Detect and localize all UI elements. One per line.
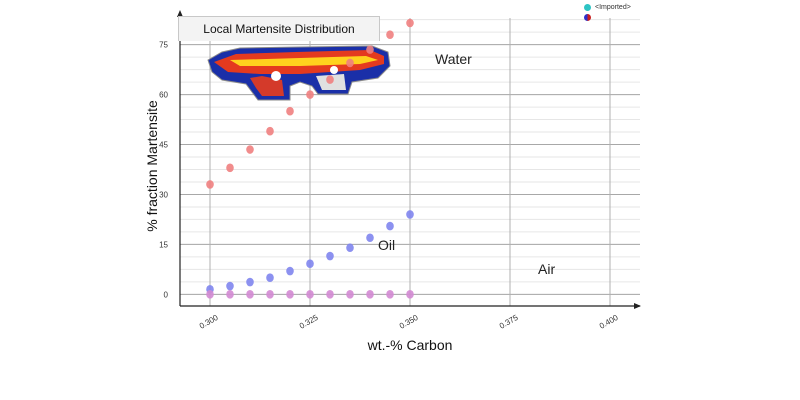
x-tick-label: 0.300 [198, 313, 220, 331]
y-tick-label: 60 [159, 91, 168, 100]
data-point-series-1 [346, 243, 354, 253]
y-tick-label: 15 [159, 240, 168, 249]
annotation-air: Air [538, 261, 555, 277]
data-point-series-2 [206, 290, 214, 299]
data-point-series-2 [406, 290, 414, 299]
martensite-distribution-thumbnail [207, 45, 391, 101]
y-tick-label: 0 [164, 290, 169, 299]
legend-swatch-cyan [584, 4, 591, 11]
legend-swatch-blue-red [584, 14, 591, 21]
data-point-series-1 [366, 233, 374, 243]
y-tick-label: 45 [159, 141, 168, 150]
y-axis-label: % fraction Martensite [144, 100, 160, 232]
y-axis-arrow [177, 10, 183, 17]
data-marks [206, 18, 414, 299]
data-point-series-0 [206, 180, 214, 189]
data-point-series-0 [266, 126, 274, 136]
data-point-series-2 [346, 290, 354, 299]
data-point-series-0 [226, 163, 234, 173]
data-point-series-0 [246, 145, 254, 154]
data-point-series-0 [406, 18, 414, 28]
data-point-series-2 [286, 290, 294, 299]
x-axis-label: wt.-% Carbon [367, 337, 453, 353]
data-point-series-2 [266, 290, 274, 299]
data-point-series-2 [246, 290, 254, 299]
data-point-series-1 [226, 281, 234, 291]
annotation-oil: Oil [378, 237, 395, 253]
annotation-water: Water [435, 51, 472, 67]
data-point-series-1 [306, 259, 314, 269]
data-point-series-0 [366, 45, 374, 54]
data-point-series-1 [266, 273, 274, 282]
x-tick-label: 0.400 [598, 313, 620, 331]
chart-title: Local Martensite Distribution [178, 16, 380, 41]
x-tick-label: 0.375 [498, 313, 520, 331]
y-tick-label: 75 [159, 41, 168, 50]
data-point-series-1 [246, 277, 254, 287]
data-point-series-2 [226, 290, 234, 299]
data-point-series-2 [386, 290, 394, 299]
grid [180, 18, 640, 306]
x-tick-label: 0.325 [298, 313, 320, 331]
data-point-series-2 [366, 290, 374, 299]
data-point-series-0 [346, 58, 354, 68]
data-point-series-0 [326, 75, 334, 84]
data-point-series-1 [286, 266, 294, 276]
data-point-series-0 [386, 30, 394, 39]
data-point-series-1 [326, 251, 334, 261]
x-tick-label: 0.350 [398, 313, 420, 331]
data-point-series-2 [306, 290, 314, 299]
data-point-series-1 [386, 221, 394, 231]
data-point-series-0 [306, 90, 314, 99]
data-point-series-0 [286, 106, 294, 116]
data-point-series-2 [326, 290, 334, 299]
data-point-series-1 [406, 210, 414, 219]
x-axis-arrow [634, 303, 641, 309]
y-tick-label: 30 [159, 190, 168, 199]
legend-label: <Imported> [595, 4, 631, 11]
